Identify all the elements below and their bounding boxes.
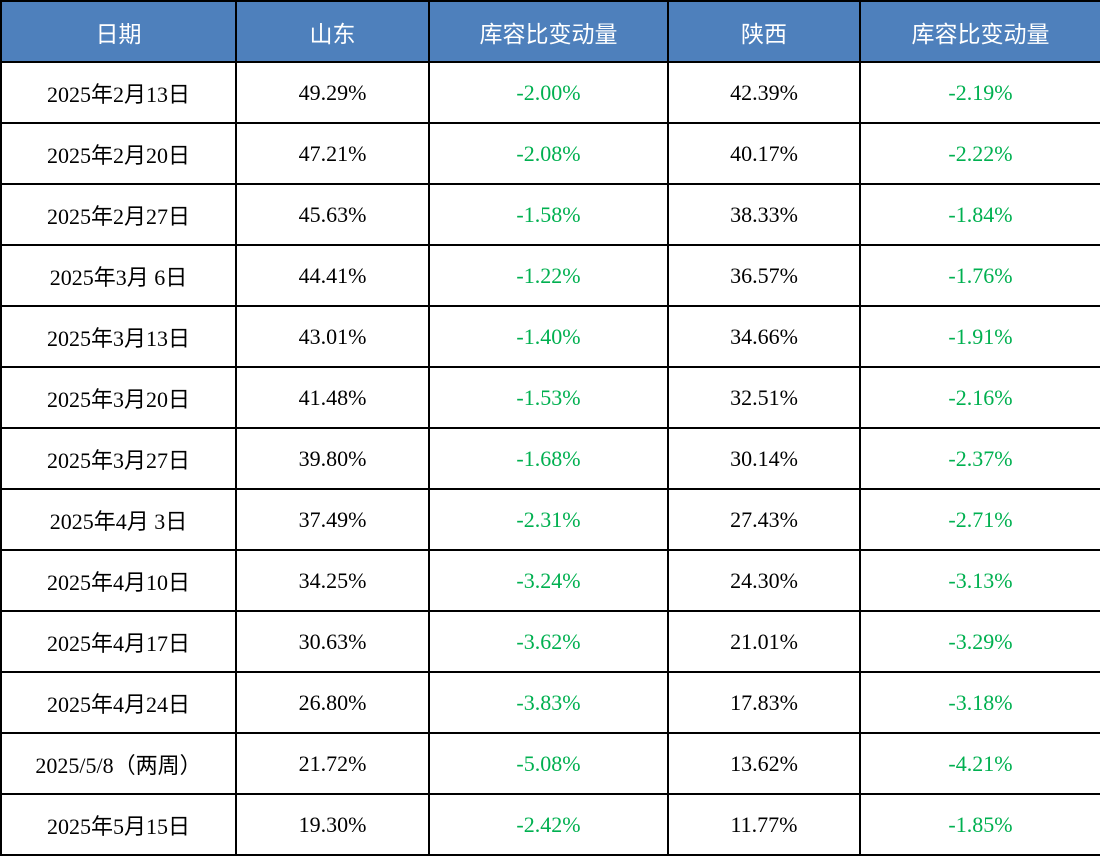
shaanxi-value-cell: 30.14% xyxy=(667,427,861,490)
shaanxi-change-cell: -2.22% xyxy=(859,122,1100,185)
shandong-value-cell: 37.49% xyxy=(235,488,430,551)
shaanxi-change-cell: -2.71% xyxy=(859,488,1100,551)
shandong-value-cell: 47.21% xyxy=(235,122,430,185)
header-cell-shandong-change: 库容比变动量 xyxy=(428,0,669,63)
shaanxi-change-cell: -3.29% xyxy=(859,610,1100,673)
shaanxi-value-cell: 34.66% xyxy=(667,305,861,368)
date-cell: 2025年4月10日 xyxy=(0,549,237,612)
table-row: 2025年3月 6日 44.41% -1.22% 36.57% -1.76% xyxy=(0,244,1100,307)
shaanxi-value-cell: 38.33% xyxy=(667,183,861,246)
shaanxi-value-cell: 17.83% xyxy=(667,671,861,734)
shaanxi-value-cell: 42.39% xyxy=(667,61,861,124)
shaanxi-change-cell: -1.84% xyxy=(859,183,1100,246)
shaanxi-value-cell: 27.43% xyxy=(667,488,861,551)
shaanxi-change-cell: -1.85% xyxy=(859,793,1100,856)
table-row: 2025年3月27日 39.80% -1.68% 30.14% -2.37% xyxy=(0,427,1100,490)
date-cell: 2025年4月 3日 xyxy=(0,488,237,551)
shandong-change-cell: -1.58% xyxy=(428,183,669,246)
table-row: 2025年2月20日 47.21% -2.08% 40.17% -2.22% xyxy=(0,122,1100,185)
shaanxi-change-cell: -2.37% xyxy=(859,427,1100,490)
shandong-change-cell: -2.00% xyxy=(428,61,669,124)
shandong-change-cell: -5.08% xyxy=(428,732,669,795)
shaanxi-change-cell: -4.21% xyxy=(859,732,1100,795)
table-row: 2025年4月17日 30.63% -3.62% 21.01% -3.29% xyxy=(0,610,1100,673)
shandong-change-cell: -2.08% xyxy=(428,122,669,185)
shandong-value-cell: 44.41% xyxy=(235,244,430,307)
shaanxi-change-cell: -2.19% xyxy=(859,61,1100,124)
date-cell: 2025年2月13日 xyxy=(0,61,237,124)
table-row: 2025年4月10日 34.25% -3.24% 24.30% -3.13% xyxy=(0,549,1100,612)
header-cell-date: 日期 xyxy=(0,0,237,63)
shandong-value-cell: 41.48% xyxy=(235,366,430,429)
shaanxi-change-cell: -1.76% xyxy=(859,244,1100,307)
date-cell: 2025年2月27日 xyxy=(0,183,237,246)
shandong-value-cell: 45.63% xyxy=(235,183,430,246)
shandong-value-cell: 43.01% xyxy=(235,305,430,368)
shandong-value-cell: 30.63% xyxy=(235,610,430,673)
header-cell-shaanxi-change: 库容比变动量 xyxy=(859,0,1100,63)
shandong-value-cell: 21.72% xyxy=(235,732,430,795)
shandong-change-cell: -1.22% xyxy=(428,244,669,307)
date-cell: 2025年2月20日 xyxy=(0,122,237,185)
shandong-value-cell: 34.25% xyxy=(235,549,430,612)
table-row: 2025年4月24日 26.80% -3.83% 17.83% -3.18% xyxy=(0,671,1100,734)
date-cell: 2025年4月24日 xyxy=(0,671,237,734)
shaanxi-value-cell: 21.01% xyxy=(667,610,861,673)
shandong-value-cell: 19.30% xyxy=(235,793,430,856)
table-row: 2025/5/8（两周） 21.72% -5.08% 13.62% -4.21% xyxy=(0,732,1100,795)
shandong-value-cell: 26.80% xyxy=(235,671,430,734)
shandong-change-cell: -1.68% xyxy=(428,427,669,490)
shaanxi-value-cell: 11.77% xyxy=(667,793,861,856)
shaanxi-change-cell: -3.13% xyxy=(859,549,1100,612)
table-row: 2025年4月 3日 37.49% -2.31% 27.43% -2.71% xyxy=(0,488,1100,551)
shandong-change-cell: -1.40% xyxy=(428,305,669,368)
date-cell: 2025/5/8（两周） xyxy=(0,732,237,795)
shaanxi-value-cell: 24.30% xyxy=(667,549,861,612)
table-header: 日期 山东 库容比变动量 陕西 库容比变动量 xyxy=(0,0,1100,63)
date-cell: 2025年5月15日 xyxy=(0,793,237,856)
table-row: 2025年3月13日 43.01% -1.40% 34.66% -1.91% xyxy=(0,305,1100,368)
shandong-value-cell: 49.29% xyxy=(235,61,430,124)
table-row: 2025年2月27日 45.63% -1.58% 38.33% -1.84% xyxy=(0,183,1100,246)
shandong-change-cell: -3.24% xyxy=(428,549,669,612)
table-row: 2025年5月15日 19.30% -2.42% 11.77% -1.85% xyxy=(0,793,1100,856)
header-row: 日期 山东 库容比变动量 陕西 库容比变动量 xyxy=(0,0,1100,63)
date-cell: 2025年3月20日 xyxy=(0,366,237,429)
shandong-change-cell: -3.83% xyxy=(428,671,669,734)
shandong-value-cell: 39.80% xyxy=(235,427,430,490)
table-row: 2025年2月13日 49.29% -2.00% 42.39% -2.19% xyxy=(0,61,1100,124)
date-cell: 2025年3月13日 xyxy=(0,305,237,368)
shandong-change-cell: -3.62% xyxy=(428,610,669,673)
shaanxi-value-cell: 36.57% xyxy=(667,244,861,307)
date-cell: 2025年4月17日 xyxy=(0,610,237,673)
shaanxi-change-cell: -1.91% xyxy=(859,305,1100,368)
table-row: 2025年3月20日 41.48% -1.53% 32.51% -2.16% xyxy=(0,366,1100,429)
shaanxi-value-cell: 13.62% xyxy=(667,732,861,795)
date-cell: 2025年3月27日 xyxy=(0,427,237,490)
header-cell-shaanxi: 陕西 xyxy=(667,0,861,63)
shaanxi-change-cell: -3.18% xyxy=(859,671,1100,734)
shandong-change-cell: -1.53% xyxy=(428,366,669,429)
shaanxi-value-cell: 32.51% xyxy=(667,366,861,429)
shaanxi-value-cell: 40.17% xyxy=(667,122,861,185)
table-body: 2025年2月13日 49.29% -2.00% 42.39% -2.19% 2025年2… xyxy=(0,61,1100,856)
header-cell-shandong: 山东 xyxy=(235,0,430,63)
shandong-change-cell: -2.42% xyxy=(428,793,669,856)
date-cell: 2025年3月 6日 xyxy=(0,244,237,307)
shaanxi-change-cell: -2.16% xyxy=(859,366,1100,429)
shandong-change-cell: -2.31% xyxy=(428,488,669,551)
